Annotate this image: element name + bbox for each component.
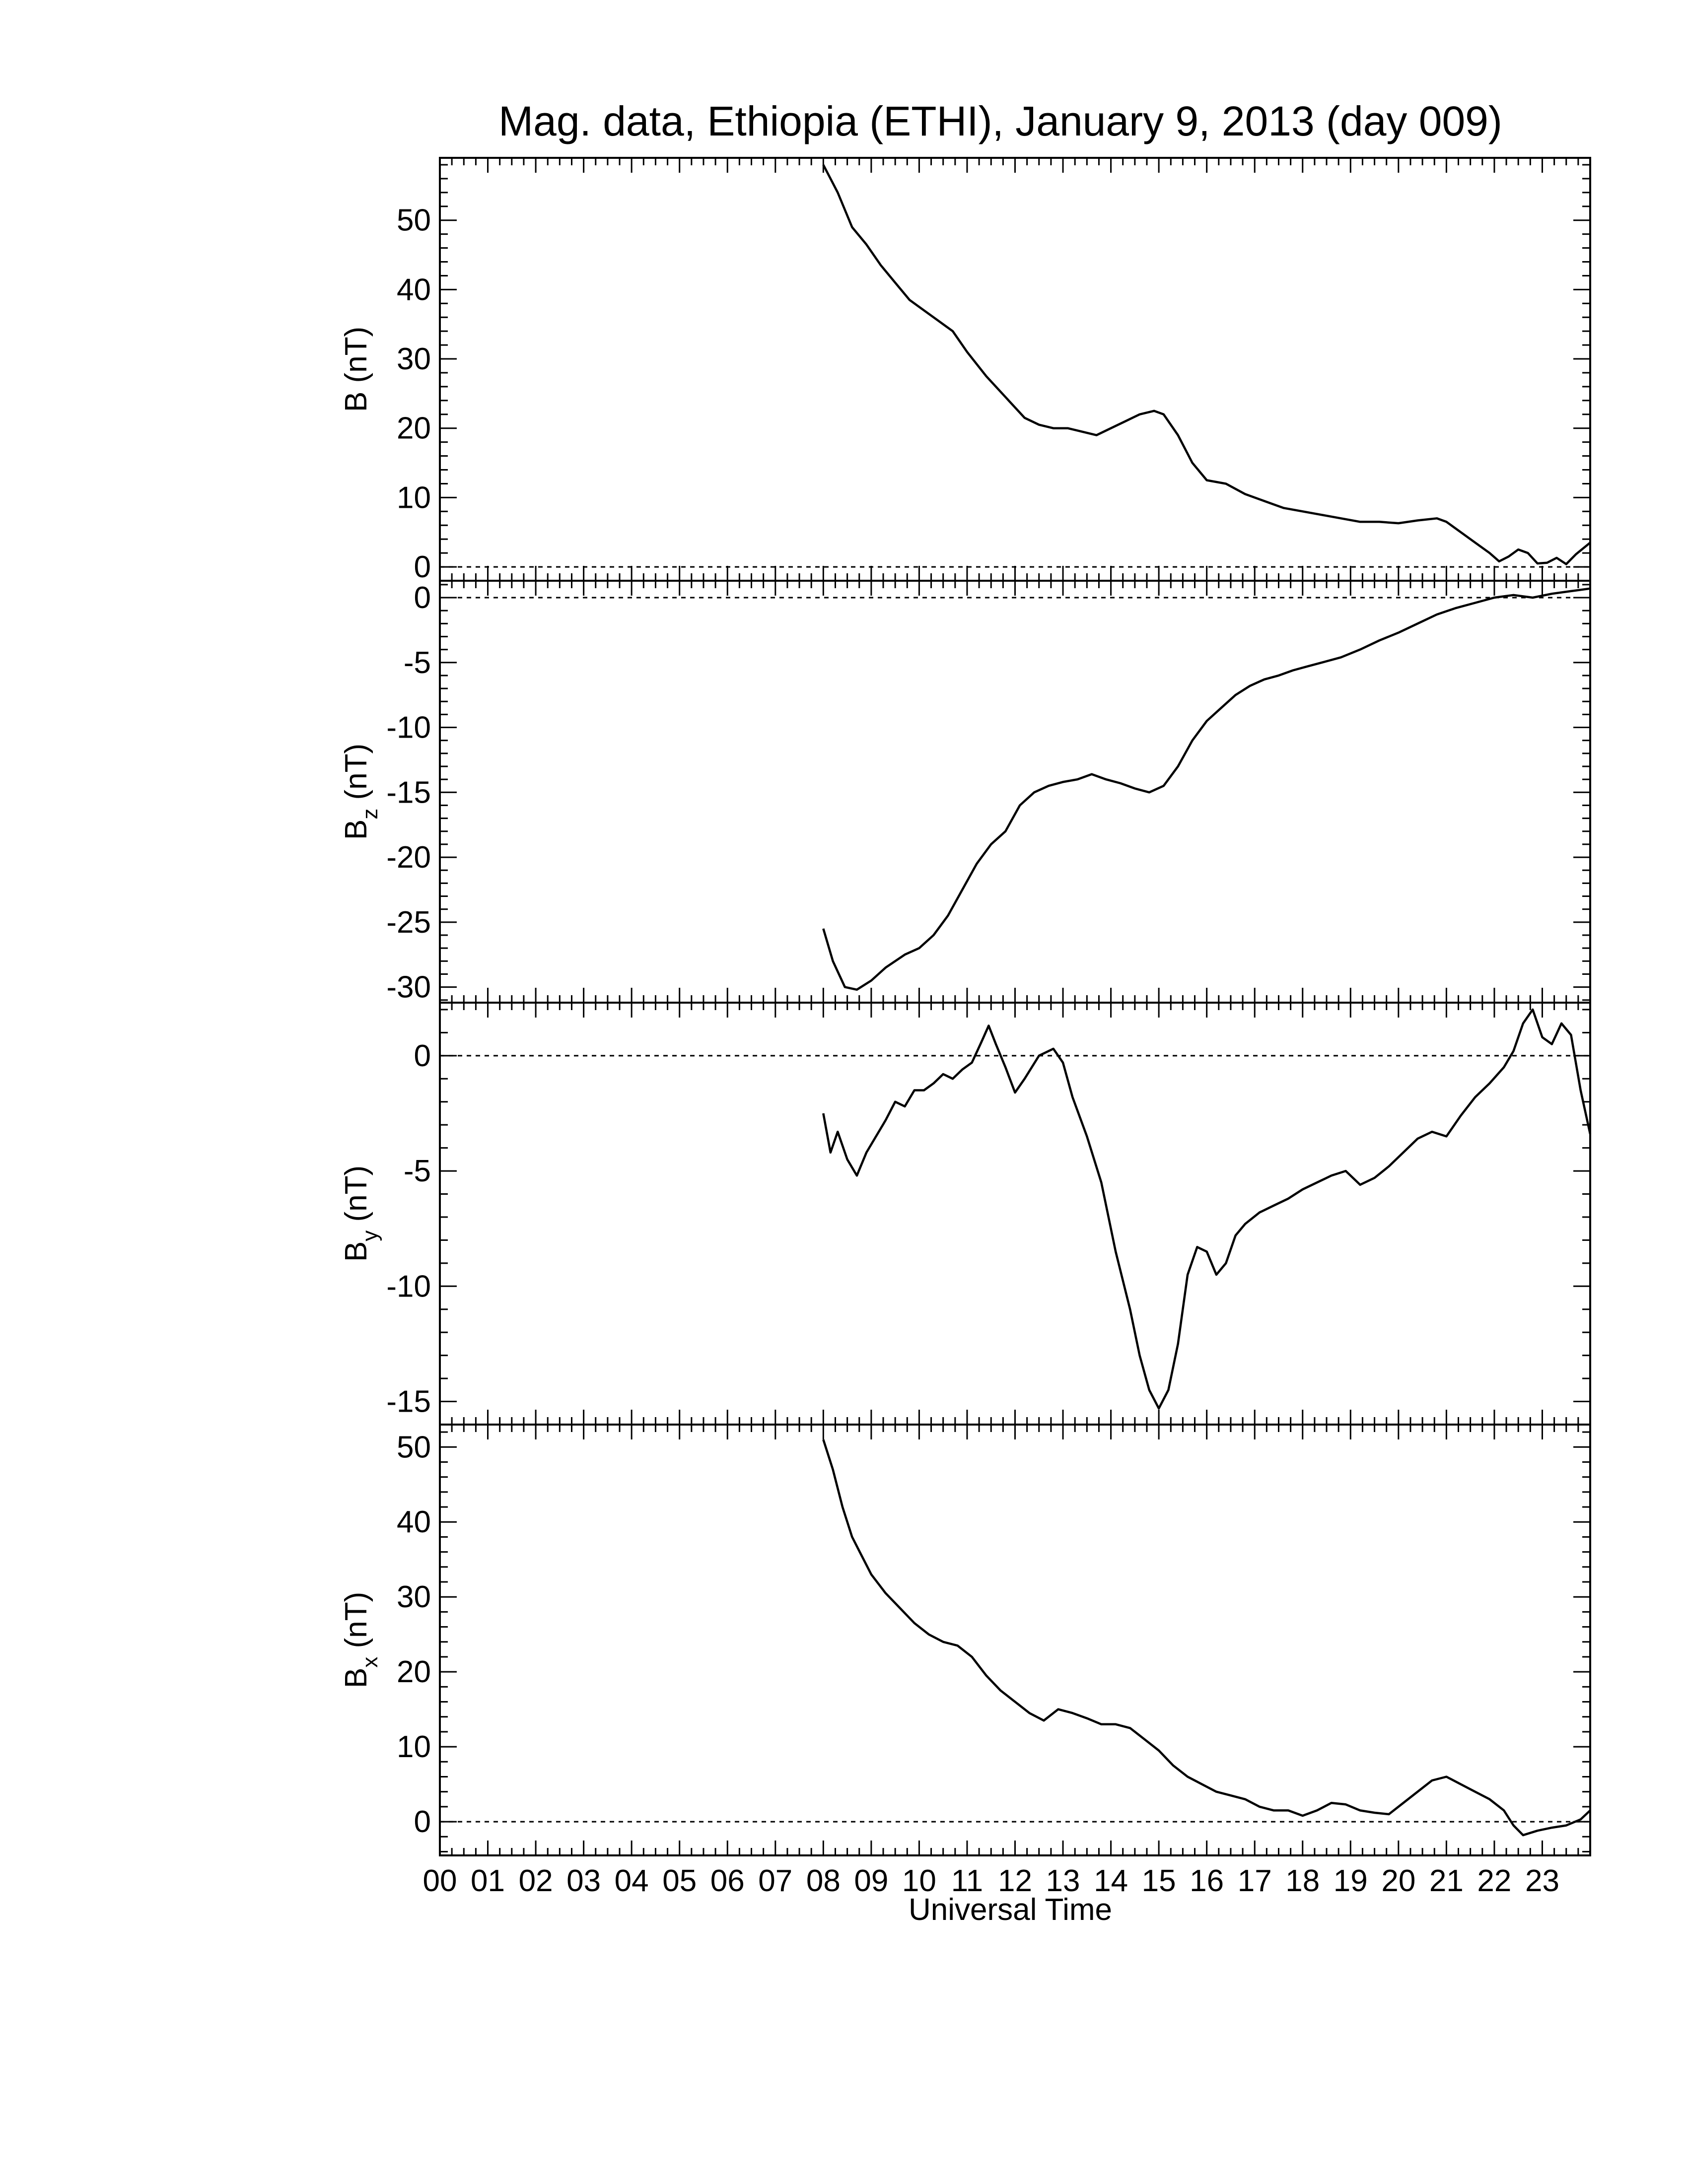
panel-Bz: 0 -5 -10 -15 -20 -25 -30 Bz (nT) [339, 580, 1591, 1005]
y-label-main: B [339, 1668, 373, 1688]
x-tick-label: 05 [662, 1864, 697, 1898]
series-line-By [822, 1008, 1592, 1410]
x-tick-label: 16 [1190, 1864, 1224, 1898]
x-tick-label: 07 [758, 1864, 792, 1898]
y-tick-label: 30 [397, 1580, 431, 1614]
y-tick-label: -15 [386, 775, 431, 810]
x-tick-label: 03 [566, 1864, 601, 1898]
y-axis-label-B: B (nT) [339, 327, 373, 412]
x-tick-label: 13 [1046, 1864, 1080, 1898]
y-label-subscript: x [358, 1657, 382, 1668]
series-line-Bz [822, 587, 1591, 991]
y-tick-label: 50 [397, 204, 431, 238]
x-tick-label: 22 [1477, 1864, 1511, 1898]
x-tick-label: 06 [710, 1864, 745, 1898]
x-tick-label: 17 [1238, 1864, 1272, 1898]
panel-B: 0 10 20 30 40 50 B (nT) [339, 157, 1591, 584]
panel-By: 0 -5 -10 -15 By (nT) [339, 1002, 1592, 1426]
y-label-unit: (nT) [339, 1592, 373, 1657]
series-line-Bx [822, 1439, 1591, 1837]
y-tick-label: -15 [386, 1385, 431, 1419]
x-tick-label: 01 [471, 1864, 505, 1898]
x-tick-label: 10 [902, 1864, 936, 1898]
x-tick-label: 09 [854, 1864, 888, 1898]
y-tick-label: -20 [386, 840, 431, 875]
y-tick-label: 0 [414, 550, 431, 584]
y-axis-label-Bx: Bx (nT) [339, 1592, 382, 1688]
y-axis-label-Bz: Bz (nT) [339, 744, 382, 840]
chart-title: Mag. data, Ethiopia (ETHI), January 9, 2… [498, 98, 1502, 144]
x-tick-label: 20 [1381, 1864, 1415, 1898]
y-tick-label: 0 [414, 1039, 431, 1073]
x-axis-tick-labels: 00 01 02 03 04 05 06 07 08 09 10 11 12 13 14 15 16 17 18 19… [423, 1864, 1559, 1898]
x-tick-label: 00 [423, 1864, 457, 1898]
y-tick-label: -30 [386, 970, 431, 1005]
y-label-subscript: y [358, 1230, 382, 1241]
x-tick-label: 23 [1525, 1864, 1559, 1898]
x-axis-title: Universal Time [909, 1893, 1112, 1927]
y-tick-label: -5 [404, 646, 431, 680]
series-line-B [822, 164, 1591, 565]
chart-panels: 0 10 20 30 40 50 B (nT) 0 -5 -10 -15 -20 -25 -30 Bz (n… [339, 157, 1592, 1856]
y-tick-label: 30 [397, 342, 431, 376]
x-tick-label: 21 [1429, 1864, 1464, 1898]
y-tick-label: 0 [414, 1805, 431, 1839]
y-label-unit: (nT) [339, 327, 373, 392]
y-tick-label: 0 [414, 581, 431, 615]
y-label-unit: (nT) [339, 1165, 373, 1230]
y-label-main: B [339, 392, 373, 412]
y-axis-label-By: By (nT) [339, 1165, 382, 1262]
y-tick-label: 20 [397, 1655, 431, 1689]
y-tick-label: 50 [397, 1430, 431, 1464]
x-tick-label: 18 [1285, 1864, 1320, 1898]
y-tick-label: 20 [397, 411, 431, 446]
y-tick-label: -10 [386, 1269, 431, 1303]
panel-Bx: 0 10 20 30 40 50 Bx (nT) [339, 1424, 1591, 1856]
x-tick-label: 02 [519, 1864, 553, 1898]
x-tick-label: 14 [1094, 1864, 1128, 1898]
y-label-main: B [339, 819, 373, 840]
y-label-main: B [339, 1241, 373, 1262]
y-tick-label: 40 [397, 1505, 431, 1539]
x-tick-label: 11 [951, 1864, 983, 1898]
x-tick-label: 19 [1334, 1864, 1368, 1898]
x-tick-label: 12 [998, 1864, 1032, 1898]
y-tick-label: 10 [397, 480, 431, 515]
y-label-subscript: z [358, 809, 382, 819]
y-tick-label: -10 [386, 711, 431, 745]
y-tick-label: 10 [397, 1730, 431, 1764]
y-tick-label: -5 [404, 1154, 431, 1188]
x-tick-label: 15 [1142, 1864, 1176, 1898]
x-tick-label: 04 [615, 1864, 649, 1898]
y-label-unit: (nT) [339, 744, 373, 809]
panel-frame [439, 157, 1591, 582]
y-tick-label: -25 [386, 905, 431, 940]
panel-frame [439, 580, 1591, 1004]
x-tick-label: 08 [806, 1864, 841, 1898]
panel-frame [439, 1002, 1591, 1426]
y-tick-label: 40 [397, 273, 431, 307]
